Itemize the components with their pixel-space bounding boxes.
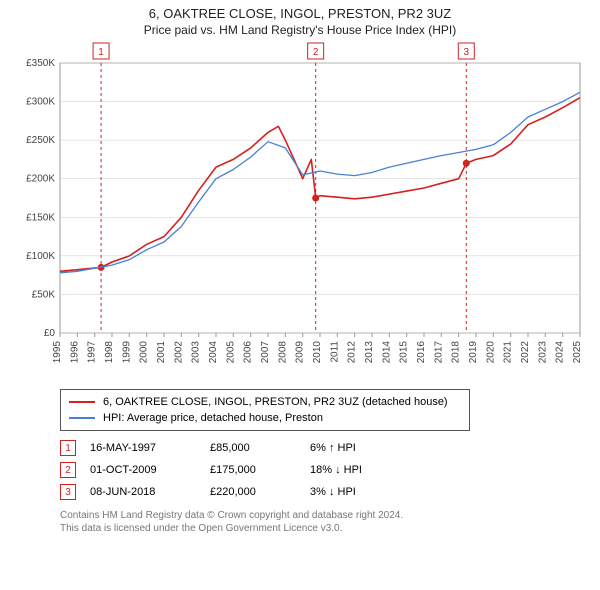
event-price: £220,000 xyxy=(210,486,310,498)
svg-text:2013: 2013 xyxy=(364,341,375,364)
svg-text:1999: 1999 xyxy=(121,341,132,364)
event-price: £85,000 xyxy=(210,442,310,454)
chart-container: 6, OAKTREE CLOSE, INGOL, PRESTON, PR2 3U… xyxy=(0,0,600,539)
svg-text:2024: 2024 xyxy=(555,341,566,364)
svg-text:2018: 2018 xyxy=(451,341,462,364)
svg-text:£50K: £50K xyxy=(32,289,56,300)
svg-text:1: 1 xyxy=(98,47,104,58)
event-marker-box: 2 xyxy=(60,462,76,478)
legend-item: 6, OAKTREE CLOSE, INGOL, PRESTON, PR2 3U… xyxy=(69,394,461,410)
legend-label: HPI: Average price, detached house, Pres… xyxy=(103,412,323,424)
svg-text:2015: 2015 xyxy=(399,341,410,364)
svg-text:£150K: £150K xyxy=(26,212,55,223)
legend-swatch xyxy=(69,401,95,403)
svg-text:3: 3 xyxy=(464,47,470,58)
svg-text:£350K: £350K xyxy=(26,58,55,69)
svg-text:2005: 2005 xyxy=(225,341,236,364)
page-subtitle: Price paid vs. HM Land Registry's House … xyxy=(10,23,590,37)
svg-text:£250K: £250K xyxy=(26,135,55,146)
svg-text:2: 2 xyxy=(313,47,319,58)
legend-swatch xyxy=(69,417,95,419)
event-date: 01-OCT-2009 xyxy=(90,464,210,476)
svg-text:2011: 2011 xyxy=(329,341,340,363)
event-marker-box: 1 xyxy=(60,440,76,456)
svg-text:2019: 2019 xyxy=(468,341,479,364)
svg-text:2009: 2009 xyxy=(295,341,306,364)
event-price: £175,000 xyxy=(210,464,310,476)
events-table: 1 16-MAY-1997 £85,000 6% ↑ HPI 2 01-OCT-… xyxy=(60,437,590,503)
svg-text:£300K: £300K xyxy=(26,97,55,108)
event-delta: 18% ↓ HPI xyxy=(310,464,430,476)
svg-text:2010: 2010 xyxy=(312,341,323,364)
event-marker-box: 3 xyxy=(60,484,76,500)
svg-text:2003: 2003 xyxy=(191,341,202,364)
svg-text:2022: 2022 xyxy=(520,341,531,364)
event-row: 3 08-JUN-2018 £220,000 3% ↓ HPI xyxy=(60,481,590,503)
svg-text:2007: 2007 xyxy=(260,341,271,364)
legend-item: HPI: Average price, detached house, Pres… xyxy=(69,410,461,426)
svg-text:2002: 2002 xyxy=(173,341,184,364)
svg-text:1997: 1997 xyxy=(87,341,98,364)
svg-text:£200K: £200K xyxy=(26,174,55,185)
event-delta: 3% ↓ HPI xyxy=(310,486,430,498)
svg-text:£100K: £100K xyxy=(26,251,55,262)
price-chart: £0 £50K £100K £150K £200K £250K £300K £350K 1995… xyxy=(10,41,590,381)
footer-line: This data is licensed under the Open Gov… xyxy=(60,522,590,535)
page-title: 6, OAKTREE CLOSE, INGOL, PRESTON, PR2 3U… xyxy=(10,6,590,21)
footer-attribution: Contains HM Land Registry data © Crown c… xyxy=(60,509,590,535)
legend: 6, OAKTREE CLOSE, INGOL, PRESTON, PR2 3U… xyxy=(60,389,470,431)
event-row: 1 16-MAY-1997 £85,000 6% ↑ HPI xyxy=(60,437,590,459)
svg-text:2025: 2025 xyxy=(572,341,583,364)
event-date: 08-JUN-2018 xyxy=(90,486,210,498)
legend-label: 6, OAKTREE CLOSE, INGOL, PRESTON, PR2 3U… xyxy=(103,396,448,408)
svg-text:2001: 2001 xyxy=(156,341,167,364)
svg-text:2023: 2023 xyxy=(537,341,548,364)
svg-text:2017: 2017 xyxy=(433,341,444,364)
svg-text:2020: 2020 xyxy=(485,341,496,364)
svg-text:2008: 2008 xyxy=(277,341,288,364)
svg-text:1995: 1995 xyxy=(52,341,63,364)
svg-text:2014: 2014 xyxy=(381,341,392,364)
svg-text:1996: 1996 xyxy=(69,341,80,364)
svg-text:2000: 2000 xyxy=(139,341,150,364)
svg-text:2012: 2012 xyxy=(347,341,358,364)
svg-text:1998: 1998 xyxy=(104,341,115,364)
svg-text:£0: £0 xyxy=(44,328,56,339)
svg-text:2004: 2004 xyxy=(208,341,219,364)
footer-line: Contains HM Land Registry data © Crown c… xyxy=(60,509,590,522)
svg-text:2006: 2006 xyxy=(243,341,254,364)
event-delta: 6% ↑ HPI xyxy=(310,442,430,454)
svg-text:2016: 2016 xyxy=(416,341,427,364)
event-row: 2 01-OCT-2009 £175,000 18% ↓ HPI xyxy=(60,459,590,481)
event-date: 16-MAY-1997 xyxy=(90,442,210,454)
svg-text:2021: 2021 xyxy=(503,341,514,364)
